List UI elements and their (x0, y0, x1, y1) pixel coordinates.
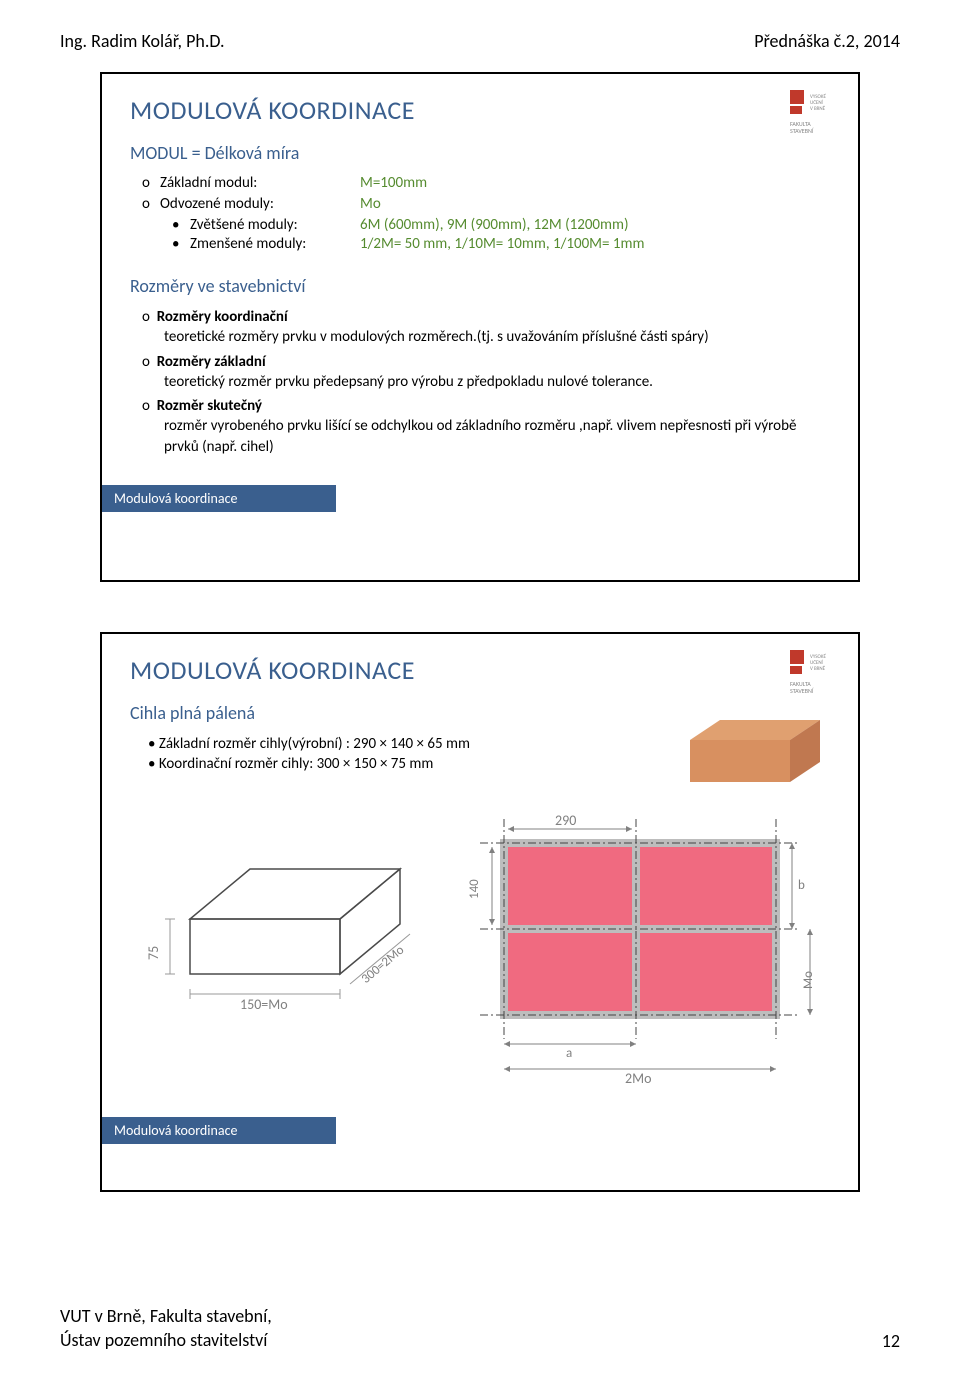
page: Ing. Radim Kolář, Ph.D. Přednáška č.2, 2… (0, 0, 960, 1380)
dim-label: a (566, 1046, 572, 1061)
slide1-section2-title: Rozměry ve stavebnictví (130, 275, 830, 297)
slide1-footer-bar: Modulová koordinace (102, 485, 336, 512)
dim-label: 2Mo (625, 1070, 651, 1087)
page-footer: VUT v Brně, Fakulta stavební, Ústav poze… (60, 1305, 900, 1352)
page-number: 12 (882, 1330, 900, 1352)
def-row: o Odvozené moduly: Mo (142, 195, 830, 213)
def-row: o Základní modul: M=100mm (142, 174, 830, 192)
dim-label: 75 (145, 945, 162, 959)
svg-text:VYSOKÉ: VYSOKÉ (810, 92, 826, 100)
svg-text:V BRNĚ: V BRNĚ (810, 664, 826, 672)
slide2-footer-bar: Modulová koordinace (102, 1117, 336, 1144)
slide-1: VYSOKÉ UČENÍ V BRNĚ FAKULTA STAVEBNÍ MOD… (100, 72, 860, 582)
dim-label: 290 (555, 812, 576, 829)
footer-line1: VUT v Brně, Fakulta stavební, (60, 1305, 272, 1328)
dim-label: Mo (801, 970, 816, 988)
dim-label: 150=Mo (240, 996, 288, 1013)
slide1-dims: o Rozměry koordinační teoretické rozměry… (142, 307, 830, 457)
slide-2: VYSOKÉ UČENÍ V BRNĚ FAKULTA STAVEBNÍ MOD… (100, 632, 860, 1192)
university-logo-icon: VYSOKÉ UČENÍ V BRNĚ FAKULTA STAVEBNÍ (788, 88, 844, 134)
dim-label: 140 (467, 878, 482, 898)
slide1-title: MODULOVÁ KOORDINACE (130, 94, 830, 126)
brick-plan-diagram: 290 140 a 2Mo (460, 799, 820, 1089)
dim-label: b (798, 878, 805, 893)
page-header: Ing. Radim Kolář, Ph.D. Přednáška č.2, 2… (60, 30, 900, 52)
svg-text:V BRNĚ: V BRNĚ (810, 104, 826, 112)
dim-label: 300=2Mo (359, 942, 408, 986)
footer-line2: Ústav pozemního stavitelství (60, 1329, 272, 1352)
def-subrow: • Zmenšené moduly: 1/2M= 50 mm, 1/10M= 1… (172, 235, 830, 253)
university-logo-icon: VYSOKÉ UČENÍ V BRNĚ FAKULTA STAVEBNÍ (788, 648, 844, 694)
svg-text:UČENÍ: UČENÍ (810, 659, 824, 666)
slide1-definitions: o Základní modul: M=100mm o Odvozené mod… (142, 174, 830, 253)
brick-isometric-diagram: 150=Mo 75 300=2Mo (140, 829, 440, 1059)
brick-photo-icon (680, 710, 830, 792)
svg-text:VYSOKÉ: VYSOKÉ (810, 652, 826, 660)
svg-text:STAVEBNÍ: STAVEBNÍ (790, 127, 814, 134)
slide1-subhead: MODUL = Délková míra (130, 142, 830, 164)
slide2-title: MODULOVÁ KOORDINACE (130, 654, 830, 686)
diagram-row: 150=Mo 75 300=2Mo (140, 799, 820, 1089)
svg-text:STAVEBNÍ: STAVEBNÍ (790, 687, 814, 694)
svg-text:UČENÍ: UČENÍ (810, 99, 824, 106)
header-lecture: Přednáška č.2, 2014 (754, 30, 900, 52)
header-author: Ing. Radim Kolář, Ph.D. (60, 30, 225, 52)
def-subrow: • Zvětšené moduly: 6M (600mm), 9M (900mm… (172, 216, 830, 234)
